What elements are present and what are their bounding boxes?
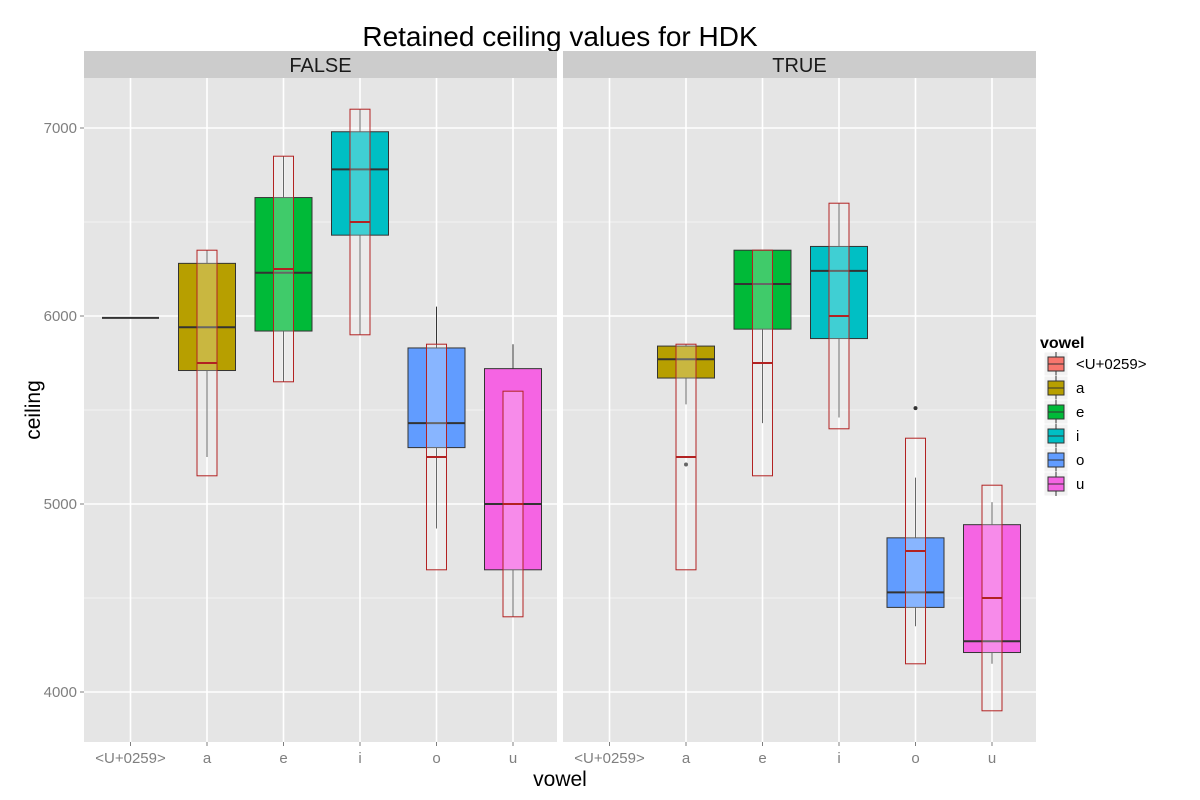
x-tick-label: i	[837, 750, 840, 767]
overlay-box-o	[426, 343, 447, 571]
chart-title: Retained ceiling values for HDK	[362, 21, 758, 52]
outlier-point	[913, 406, 918, 411]
overlay-box-i	[349, 108, 371, 336]
box-body	[810, 245, 868, 340]
overlay-box-e	[752, 249, 773, 477]
box-a	[657, 344, 715, 467]
box-body	[254, 197, 313, 332]
legend-label: i	[1076, 428, 1079, 445]
box-u	[484, 344, 542, 617]
strip-background	[563, 51, 1036, 78]
x-axis-title: vowel	[533, 768, 587, 791]
x-tick-label: e	[758, 750, 766, 767]
legend-entry-o: o	[1043, 447, 1084, 473]
x-tick-label: <U+0259>	[95, 750, 166, 767]
box-body	[963, 524, 1021, 654]
box-body	[331, 131, 389, 236]
x-tick-label: a	[682, 750, 691, 767]
box-i	[331, 109, 389, 335]
y-tick-label: 7000	[44, 120, 77, 137]
box-e	[733, 249, 792, 424]
overlay-box-o	[905, 437, 926, 665]
strip-background	[84, 51, 557, 78]
y-axis-title: ceiling	[22, 380, 45, 440]
facet-panel-false: FALSE <U+0259> a e i o u	[84, 51, 557, 767]
x-tick-label: u	[509, 750, 517, 767]
y-tick-label: 4000	[44, 684, 77, 701]
y-tick-label: 6000	[44, 308, 77, 325]
overlay-box-u	[981, 484, 1003, 712]
x-tick-label: <U+0259>	[574, 750, 645, 767]
box-body	[178, 262, 236, 372]
x-tick-label: a	[203, 750, 212, 767]
legend-title: vowel	[1040, 335, 1084, 352]
x-tick-label: u	[988, 750, 996, 767]
legend-label: u	[1076, 476, 1084, 493]
x-tick-label: i	[358, 750, 361, 767]
legend-entry-a: a	[1043, 375, 1085, 401]
box-a	[178, 250, 236, 457]
box-body	[886, 537, 945, 608]
legend-label: a	[1076, 380, 1085, 397]
box-o	[886, 406, 945, 627]
box-body	[484, 368, 542, 571]
box-i	[810, 203, 868, 418]
box-u	[963, 502, 1021, 664]
legend-entry-u: u	[1043, 471, 1084, 497]
box-e	[254, 156, 313, 382]
outlier-point	[684, 462, 688, 467]
legend-entry-u-0259: <U+0259>	[1043, 351, 1147, 377]
legend-entry-e: e	[1043, 399, 1084, 425]
overlay-box-u	[502, 390, 524, 618]
y-axis: 4000 5000 6000 7000	[44, 120, 84, 701]
box-o	[407, 306, 466, 529]
legend-label: e	[1076, 404, 1084, 421]
legend-label: o	[1076, 452, 1084, 469]
facet-panel-true: TRUE <U+0259> a e i o u	[563, 51, 1036, 767]
x-tick-label: o	[432, 750, 440, 767]
legend-entry-i: i	[1043, 423, 1079, 449]
box-body	[657, 345, 715, 379]
x-tick-label: o	[911, 750, 919, 767]
facet-panels: FALSE <U+0259> a e i o u TRUE <U+0259> a e i o u	[84, 51, 1036, 767]
box-body	[407, 347, 466, 449]
facet-label-false: FALSE	[289, 55, 351, 77]
overlay-box-a	[675, 343, 697, 571]
overlay-box-a	[196, 249, 218, 477]
box-body	[733, 249, 792, 330]
x-tick-label: e	[279, 750, 287, 767]
y-tick-label: 5000	[44, 496, 77, 513]
legend-label: <U+0259>	[1076, 356, 1147, 373]
overlay-box-e	[273, 155, 294, 383]
overlay-box-i	[828, 202, 850, 430]
facet-label-true: TRUE	[772, 55, 826, 77]
